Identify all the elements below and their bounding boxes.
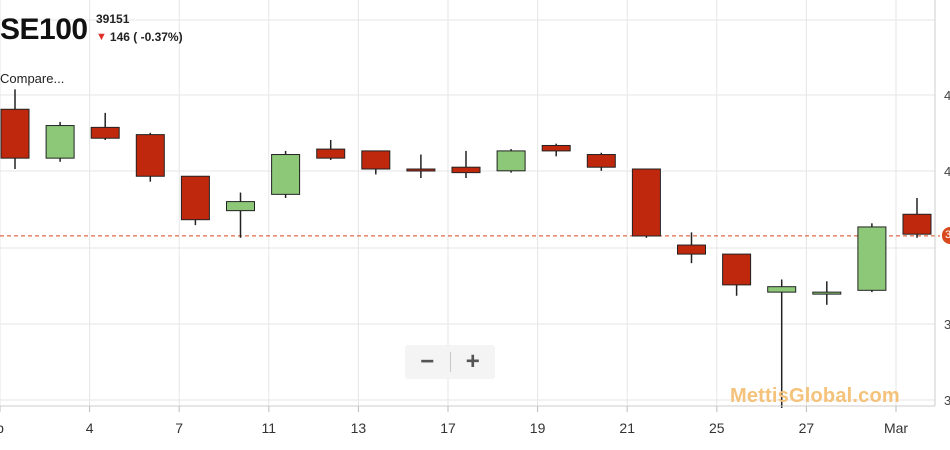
candle-up [45, 121, 75, 162]
candle-body [226, 201, 255, 212]
candle-down [902, 197, 932, 238]
x-tick-label: 4 [86, 420, 94, 436]
current-price-tag: 3 [942, 226, 950, 244]
x-tick-label: 7 [175, 420, 183, 436]
candles [0, 89, 932, 408]
candle-body [180, 175, 210, 221]
watermark-logo: MettisGlobal.com [730, 385, 900, 407]
candle-down [361, 150, 391, 175]
x-axis: b4711131719212527Mar3 [0, 405, 935, 436]
candle-down [0, 89, 30, 170]
y-tick-label: 3 [944, 393, 950, 408]
candle-up [767, 279, 797, 408]
zoom-out-button[interactable]: − [420, 348, 435, 375]
candle-body [677, 244, 706, 255]
x-tick-label: 19 [530, 420, 546, 436]
candle-body [316, 148, 346, 159]
candle-down [90, 112, 120, 141]
candle-down [406, 154, 436, 179]
candle-body [722, 253, 752, 286]
candle-body [767, 286, 797, 293]
candle-up [857, 223, 887, 293]
candle-up [226, 192, 255, 238]
candle-body [812, 291, 842, 295]
x-tick-label: 25 [709, 420, 725, 436]
candle-body [271, 154, 301, 195]
x-tick-label: 21 [619, 420, 635, 436]
zoom-control: − + [405, 345, 495, 379]
candle-body [406, 168, 436, 172]
candle-down [451, 150, 481, 179]
down-arrow-icon: ▼ [96, 31, 107, 43]
candle-body [0, 108, 30, 159]
candle-down [631, 168, 661, 238]
price-change-text: 146 ( -0.37%) [109, 30, 183, 44]
compare-button[interactable]: Compare... [0, 71, 65, 86]
x-tick-label: Mar [884, 420, 908, 436]
ticker-symbol: SE100 [0, 13, 88, 46]
x-tick-label: 13 [351, 420, 367, 436]
zoom-divider [449, 352, 451, 372]
candle-down [722, 253, 752, 296]
candle-down [677, 232, 706, 264]
candle-body [496, 150, 526, 172]
candle-body [631, 168, 661, 237]
candle-body [541, 144, 571, 152]
candle-down [316, 140, 346, 160]
last-price: 39151 [96, 12, 130, 26]
vertical-grid [0, 0, 897, 406]
x-tick-label: 27 [799, 420, 815, 436]
candle-body [857, 226, 887, 291]
y-tick-label: 4 [944, 88, 950, 103]
candle-up [271, 150, 301, 198]
candle-body [45, 125, 75, 159]
horizontal-grid [0, 19, 935, 401]
zoom-in-button[interactable]: + [465, 348, 480, 375]
candle-body [451, 166, 481, 174]
price-change: ▼ 146 ( -0.37%) [96, 30, 183, 44]
candle-body [90, 126, 120, 139]
candle-down [586, 152, 616, 171]
candle-body [361, 150, 391, 170]
y-tick-label: 3 [944, 317, 950, 332]
candle-up [812, 281, 842, 305]
candle-up [496, 149, 526, 173]
candle-body [902, 213, 932, 235]
x-tick-label: 11 [262, 420, 277, 436]
y-axis: 4 4 3 3 [934, 0, 950, 408]
candle-down [180, 175, 210, 226]
candle-down [541, 143, 571, 157]
candle-body [586, 154, 616, 168]
candle-down [135, 132, 165, 182]
y-tick-label: 4 [944, 164, 950, 179]
x-tick-label: b [0, 420, 4, 436]
x-tick-label: 17 [440, 420, 456, 436]
candle-body [135, 134, 165, 177]
